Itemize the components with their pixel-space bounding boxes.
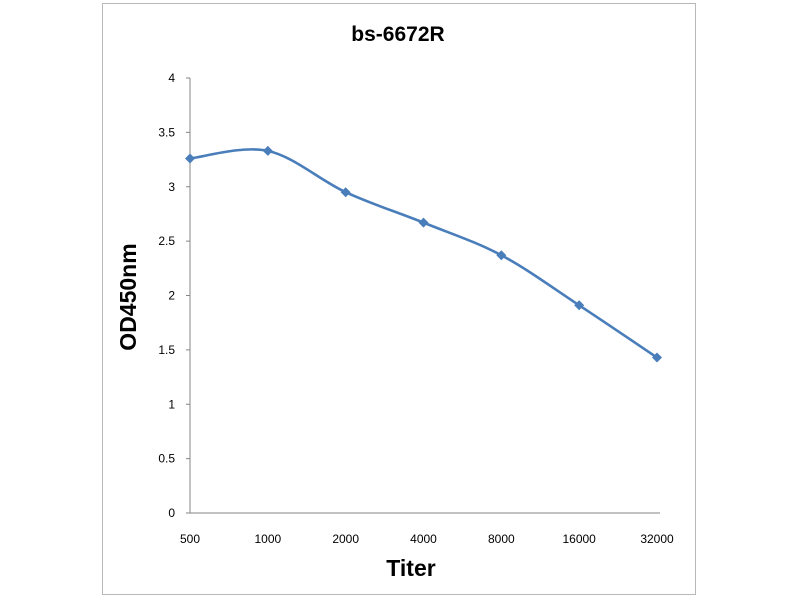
x-tick-label: 2000 [332, 532, 359, 546]
data-point-marker [340, 187, 351, 198]
series-line [189, 148, 658, 359]
data-point-marker [574, 300, 585, 311]
y-tick-label: 0 [168, 506, 175, 520]
data-point-marker [262, 145, 273, 156]
y-tick-label: 1 [168, 397, 175, 411]
y-tick-label: 2.5 [158, 234, 175, 248]
chart-area [102, 3, 696, 595]
x-tick-label: 16000 [562, 532, 596, 546]
data-point-marker [652, 352, 662, 363]
series-group [185, 145, 662, 363]
y-tick-label: 3.5 [158, 125, 175, 139]
y-tick-label: 0.5 [158, 452, 175, 466]
x-tick-label: 500 [180, 532, 200, 546]
x-tick-label: 32000 [640, 532, 674, 546]
y-tick-label: 4 [168, 71, 175, 85]
y-axis-ticks: 0 0.5 1 1.5 2 2.5 3 3.5 4 [158, 71, 190, 520]
y-tick-label: 1.5 [158, 343, 175, 357]
x-axis-ticks: 500 1000 2000 4000 8000 16000 32000 [180, 532, 674, 546]
x-tick-label: 4000 [410, 532, 437, 546]
data-point-marker [496, 250, 507, 261]
y-axis-title: OD450nm [115, 243, 141, 350]
data-point-marker [418, 217, 429, 228]
data-point-marker [185, 153, 195, 164]
x-tick-label: 8000 [488, 532, 515, 546]
y-tick-label: 2 [168, 289, 175, 303]
x-axis-title: Titer [386, 555, 435, 581]
y-tick-label: 3 [168, 180, 175, 194]
x-tick-label: 1000 [254, 532, 281, 546]
chart-title: bs-6672R [351, 23, 444, 46]
